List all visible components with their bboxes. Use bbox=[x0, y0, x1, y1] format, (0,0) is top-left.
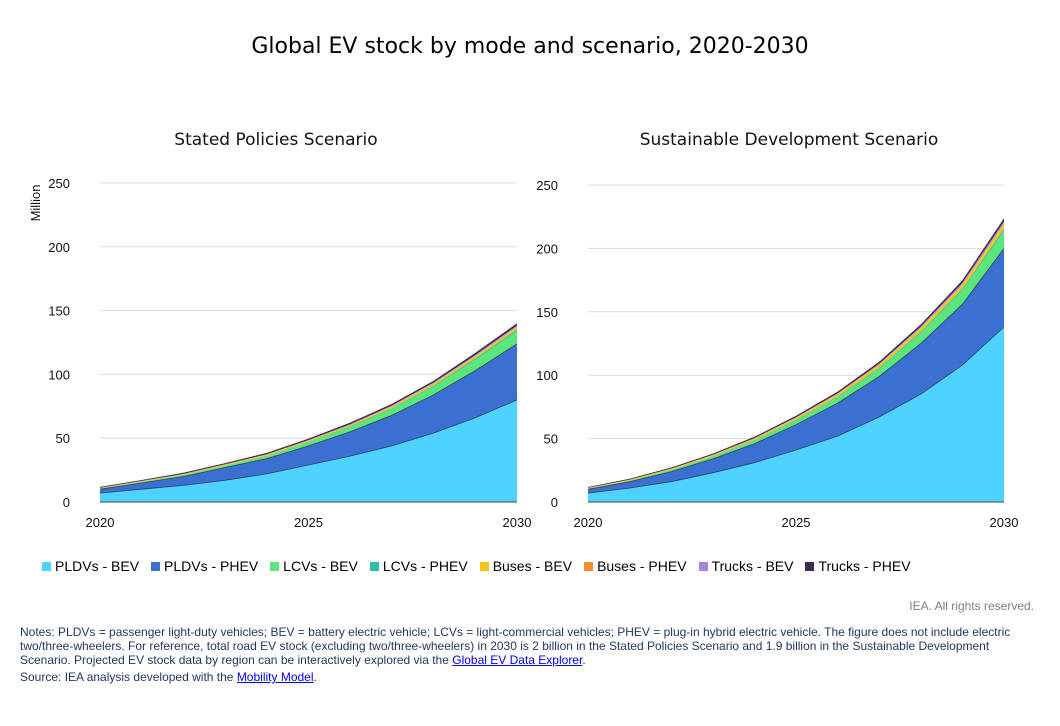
x-tick-label: 2030 bbox=[990, 515, 1019, 530]
y-tick-label: 200 bbox=[536, 241, 558, 256]
source-text: Source: IEA analysis developed with the … bbox=[20, 670, 1036, 684]
legend-swatch bbox=[42, 561, 51, 571]
legend-swatch bbox=[270, 561, 280, 571]
legend-swatch bbox=[369, 561, 379, 571]
legend-swatch bbox=[151, 561, 161, 571]
x-tick-label: 2025 bbox=[294, 515, 323, 530]
y-tick-label: 200 bbox=[48, 240, 70, 255]
page-title: Global EV stock by mode and scenario, 20… bbox=[251, 34, 809, 59]
series-boundary bbox=[99, 399, 518, 494]
legend-item: Trucks - BEV bbox=[698, 558, 794, 574]
mobility-model-link[interactable]: Mobility Model bbox=[236, 670, 314, 684]
x-tick-label: 2025 bbox=[782, 515, 811, 530]
y-tick-label: 250 bbox=[48, 176, 70, 191]
charts-canvas: Stated Policies Scenario 0 50 100 150 200 250 2… bbox=[28, 130, 1018, 530]
chart-title: Sustainable Development Scenario bbox=[640, 130, 939, 150]
source-end: . bbox=[313, 670, 317, 684]
chart-title: Stated Policies Scenario bbox=[174, 130, 377, 150]
legend-label: Trucks - BEV bbox=[711, 558, 794, 574]
legend-swatch bbox=[805, 561, 815, 571]
legend-swatch bbox=[479, 561, 489, 571]
legend-label: PLDVs - PHEV bbox=[164, 558, 259, 574]
notes-text: Notes: PLDVs = passenger light-duty vehi… bbox=[20, 625, 1036, 667]
series-boundary bbox=[587, 248, 1005, 490]
y-tick-label: 150 bbox=[48, 304, 70, 319]
legend-item: LCVs - BEV bbox=[270, 558, 358, 574]
y-axis-label: Million bbox=[28, 185, 43, 222]
legend-item: PLDVs - PHEV bbox=[151, 558, 258, 574]
legend-item: Buses - BEV bbox=[479, 558, 573, 574]
x-tick-label: 2020 bbox=[574, 515, 603, 530]
y-tick-label: 0 bbox=[551, 495, 558, 510]
legend-swatch bbox=[584, 561, 594, 571]
x-tick-label: 2020 bbox=[86, 515, 115, 530]
legend-item: LCVs - PHEV bbox=[369, 558, 468, 574]
series-boundary bbox=[99, 343, 518, 490]
chart-legend: PLDVs - BEV PLDVs - PHEV LCVs - BEV LCVs - … bbox=[42, 558, 911, 574]
notes-block: Notes: PLDVs = passenger light-duty vehi… bbox=[20, 625, 1036, 684]
legend-label: Buses - PHEV bbox=[597, 558, 687, 574]
y-tick-label: 50 bbox=[544, 432, 558, 447]
legend-item: PLDVs - BEV bbox=[42, 558, 139, 574]
chart-panel-stated-policies: Stated Policies Scenario 0 50 100 150 200 250 2… bbox=[28, 130, 531, 530]
y-tick-label: 250 bbox=[536, 178, 558, 193]
global-ev-data-explorer-link[interactable]: Global EV Data Explorer bbox=[452, 653, 583, 667]
legend-label: LCVs - BEV bbox=[283, 558, 358, 574]
area-pldvs-bev bbox=[588, 327, 1004, 502]
legend-swatch bbox=[698, 561, 708, 571]
x-tick-label: 2030 bbox=[503, 515, 532, 530]
legend-label: Buses - BEV bbox=[492, 558, 573, 574]
area-pldvs-phev bbox=[588, 248, 1004, 494]
y-tick-label: 150 bbox=[536, 305, 558, 320]
area-pldvs-phev bbox=[100, 343, 517, 494]
legend-label: Trucks - PHEV bbox=[818, 558, 911, 574]
y-tick-label: 100 bbox=[536, 368, 558, 383]
legend-item: Buses - PHEV bbox=[584, 558, 687, 574]
y-tick-label: 0 bbox=[63, 495, 70, 510]
legend-item: Trucks - PHEV bbox=[805, 558, 911, 574]
y-tick-label: 50 bbox=[56, 431, 70, 446]
notes-end: . bbox=[582, 653, 586, 667]
y-tick-label: 100 bbox=[48, 367, 70, 382]
area-pldvs-bev bbox=[100, 399, 517, 502]
rights-notice: IEA. All rights reserved. bbox=[909, 599, 1034, 613]
legend-label: LCVs - PHEV bbox=[382, 558, 468, 574]
legend-label: PLDVs - BEV bbox=[55, 558, 140, 574]
chart-panel-sustainable-development: Sustainable Development Scenario 0 50 100 15… bbox=[536, 130, 1018, 530]
series-boundary bbox=[587, 326, 1005, 494]
source-body: Source: IEA analysis developed with the bbox=[20, 670, 234, 684]
notes-body: Notes: PLDVs = passenger light-duty vehi… bbox=[20, 625, 1011, 667]
